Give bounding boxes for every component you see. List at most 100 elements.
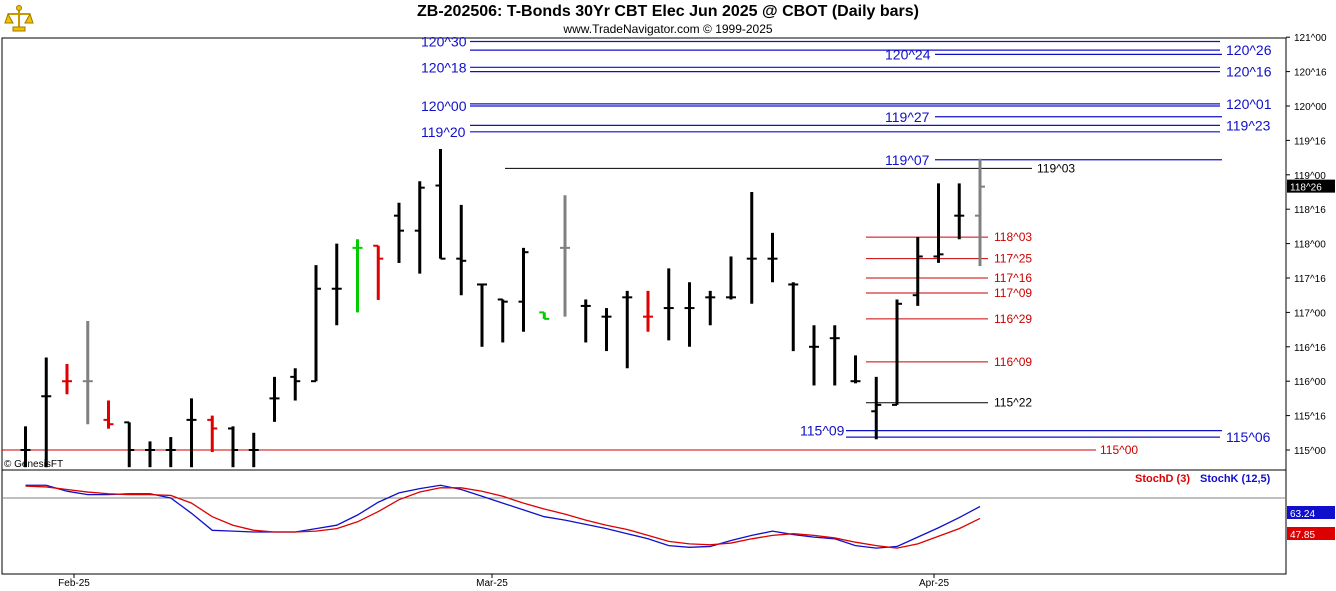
- price-bar: [207, 415, 218, 453]
- price-bar: [767, 232, 778, 283]
- last-price-badge: [1287, 179, 1335, 193]
- price-axis-label: 121^00: [1294, 33, 1327, 44]
- stochk-badge: [1287, 506, 1335, 519]
- level-label: 120^16: [1226, 64, 1272, 80]
- price-bar: [497, 298, 508, 343]
- level-label: 120^18: [421, 59, 467, 75]
- price-bar: [103, 400, 114, 429]
- x-axis-label: Mar-25: [476, 578, 508, 589]
- price-bar: [892, 299, 902, 406]
- level-label: 118^03: [994, 230, 1032, 244]
- level-label: 116^09: [994, 355, 1032, 369]
- chart-subtitle: www.TradeNavigator.com © 1999-2025: [563, 22, 773, 36]
- level-label: 115^00: [1100, 443, 1138, 457]
- level-label: 119^20: [421, 124, 466, 140]
- price-bar: [809, 325, 819, 386]
- stochd-badge: [1287, 527, 1335, 540]
- price-bar: [228, 426, 238, 468]
- price-bar: [145, 441, 155, 468]
- price-axis-label: 118^16: [1294, 205, 1326, 216]
- price-axis-label: 119^00: [1294, 171, 1326, 182]
- price-bar: [290, 368, 301, 401]
- price-bar: [684, 282, 695, 347]
- level-label: 116^29: [994, 312, 1032, 326]
- price-bar: [186, 398, 197, 468]
- stochastic-panel-frame: [1, 469, 1287, 575]
- price-bar: [705, 290, 716, 326]
- level-label: 120^24: [885, 46, 931, 62]
- price-bar: [850, 355, 861, 384]
- level-label: 119^03: [1037, 161, 1075, 175]
- price-bar: [394, 202, 404, 263]
- price-bar: [165, 437, 176, 468]
- price-bar: [435, 149, 446, 260]
- stochd-value: 47.85: [1290, 530, 1315, 541]
- price-axis-label: 120^00: [1294, 102, 1327, 113]
- price-bar: [912, 237, 923, 306]
- price-axis-label: 115^00: [1294, 446, 1326, 457]
- price-axis-label: 117^16: [1294, 274, 1326, 285]
- level-label: 119^23: [1226, 117, 1271, 133]
- price-bar: [311, 265, 321, 383]
- price-bar: [829, 325, 840, 386]
- level-label: 119^27: [885, 109, 930, 125]
- price-axis-label: 115^16: [1294, 412, 1326, 423]
- price-bar: [62, 364, 72, 395]
- price-bar: [622, 290, 633, 369]
- level-label: 120^26: [1226, 42, 1272, 58]
- price-bar: [331, 243, 342, 326]
- price-bar: [871, 376, 882, 440]
- level-label: 117^16: [994, 271, 1032, 285]
- price-bar: [456, 204, 467, 296]
- price-bar: [726, 256, 736, 300]
- level-label: 119^07: [885, 152, 930, 168]
- level-label: 117^09: [994, 286, 1032, 300]
- level-label: 115^06: [1226, 429, 1271, 445]
- legend-stochk: StochK (12,5): [1200, 473, 1271, 485]
- price-bar: [248, 432, 259, 468]
- trader-logo-icon: [4, 5, 34, 32]
- price-bar: [788, 282, 799, 352]
- price-bar: [663, 268, 674, 341]
- stoch-line: [25, 484, 981, 549]
- x-axis-label: Apr-25: [919, 578, 949, 589]
- price-bar: [933, 183, 944, 263]
- last-price-label: 118^26: [1290, 183, 1322, 194]
- stochk-value: 63.24: [1290, 509, 1315, 520]
- price-bar: [82, 321, 93, 425]
- price-bar: [975, 158, 985, 267]
- level-label: 115^22: [994, 396, 1032, 410]
- price-bar: [477, 283, 487, 347]
- price-axis-label: 119^16: [1294, 136, 1326, 147]
- price-bar: [539, 311, 550, 320]
- price-bar: [560, 195, 570, 317]
- level-label: 115^09: [800, 423, 845, 439]
- price-bar: [954, 183, 965, 240]
- price-bar: [518, 247, 529, 332]
- price-axis-label: 116^16: [1294, 343, 1326, 354]
- price-bar: [269, 376, 280, 422]
- chart-title: ZB-202506: T-Bonds 30Yr CBT Elec Jun 202…: [417, 3, 919, 20]
- chart-header: ZB-202506: T-Bonds 30Yr CBT Elec Jun 202…: [0, 0, 1336, 38]
- level-label: 117^25: [994, 252, 1032, 266]
- price-axis-label: 120^16: [1294, 68, 1327, 79]
- price-bar: [41, 357, 52, 468]
- price-bar: [124, 421, 135, 468]
- price-bar: [643, 290, 653, 332]
- price-bar: [746, 192, 757, 304]
- legend-stochd: StochD (3): [1135, 473, 1190, 485]
- price-axis-label: 118^00: [1294, 240, 1326, 251]
- x-axis-label: Feb-25: [58, 578, 90, 589]
- price-axis-label: 117^00: [1294, 308, 1326, 319]
- price-bar: [352, 239, 363, 313]
- price-bar: [20, 426, 31, 468]
- price-panel-frame: [1, 37, 1287, 471]
- stoch-line: [25, 485, 981, 549]
- level-label: 120^01: [1226, 96, 1272, 112]
- watermark-label: © GenesisFT: [4, 459, 63, 470]
- price-bar: [580, 299, 591, 343]
- price-axis-label: 116^00: [1294, 377, 1326, 388]
- price-bar: [414, 181, 425, 274]
- price-bar: [373, 244, 384, 300]
